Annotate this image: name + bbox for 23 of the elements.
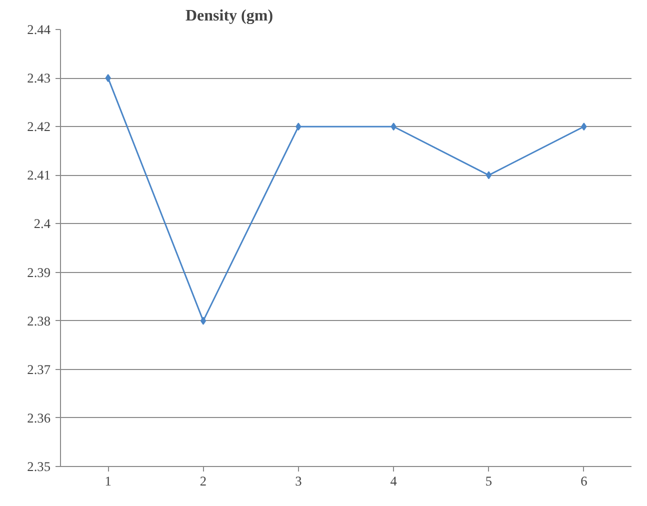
- point: [296, 122, 302, 131]
- y-tick-label: 2.39: [27, 264, 51, 280]
- x-tick-label: 1: [104, 474, 112, 488]
- x-tick-label: 3: [295, 474, 302, 488]
- x-tick-label: 5: [485, 474, 492, 488]
- point: [581, 122, 587, 131]
- y-tick-label: 2.37: [27, 362, 51, 377]
- y-tick-label: 2.43: [27, 70, 51, 86]
- y-tick-label: 2.42: [27, 119, 51, 134]
- chart-title: Density (gm): [186, 8, 274, 24]
- x-tick-label: 6: [580, 474, 588, 488]
- y-tick-label: 2.41: [27, 168, 51, 183]
- y-tick-label: 2.38: [27, 313, 51, 328]
- point: [105, 74, 111, 82]
- point: [486, 171, 492, 180]
- point: [390, 122, 396, 131]
- y-tick-label: 2.35: [27, 459, 51, 474]
- x-tick-label: 4: [390, 474, 398, 488]
- x-tick-label: 2: [200, 474, 207, 488]
- y-tick-label: 2.4: [34, 216, 51, 232]
- y-tick-label: 2.44: [27, 22, 51, 37]
- y-tick-label: 2.36: [27, 410, 51, 426]
- point: [200, 316, 206, 325]
